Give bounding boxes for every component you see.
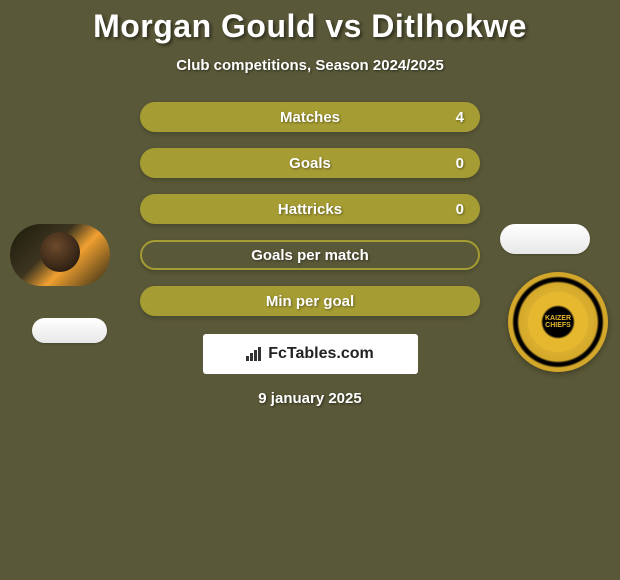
stat-value: 4 xyxy=(456,109,464,126)
club-right-badge-inner: KAIZER CHIEFS xyxy=(528,292,588,352)
badge-text-line1: KAIZER xyxy=(545,315,571,322)
club-right-badge: KAIZER CHIEFS xyxy=(508,272,608,372)
stats-column: Matches 4 Goals 0 Hattricks 0 Goals per … xyxy=(140,102,480,316)
stat-row-hattricks: Hattricks 0 xyxy=(140,194,480,224)
season-subtitle: Club competitions, Season 2024/2025 xyxy=(176,57,444,74)
stat-label: Matches xyxy=(280,109,340,126)
stat-row-goals-per-match: Goals per match xyxy=(140,240,480,270)
stat-value: 0 xyxy=(456,201,464,218)
stat-label: Hattricks xyxy=(278,201,342,218)
main-content: KAIZER CHIEFS Matches 4 Goals 0 Hattrick… xyxy=(0,102,620,316)
club-left-badge xyxy=(32,318,107,343)
stat-row-goals: Goals 0 xyxy=(140,148,480,178)
footer-brand-box[interactable]: FcTables.com xyxy=(203,334,418,374)
stat-label: Goals per match xyxy=(251,247,369,264)
stat-label: Goals xyxy=(289,155,331,172)
stat-row-min-per-goal: Min per goal xyxy=(140,286,480,316)
footer-brand-text: FcTables.com xyxy=(268,345,374,363)
stat-value: 0 xyxy=(456,155,464,172)
badge-text-line2: CHIEFS xyxy=(545,322,571,329)
player-left-avatar xyxy=(10,224,110,286)
stat-label: Min per goal xyxy=(266,293,354,310)
bar-chart-icon xyxy=(246,347,264,361)
comparison-title: Morgan Gould vs Ditlhokwe xyxy=(93,8,527,45)
date-text: 9 january 2025 xyxy=(258,390,361,407)
player-right-placeholder xyxy=(500,224,590,254)
stat-row-matches: Matches 4 xyxy=(140,102,480,132)
